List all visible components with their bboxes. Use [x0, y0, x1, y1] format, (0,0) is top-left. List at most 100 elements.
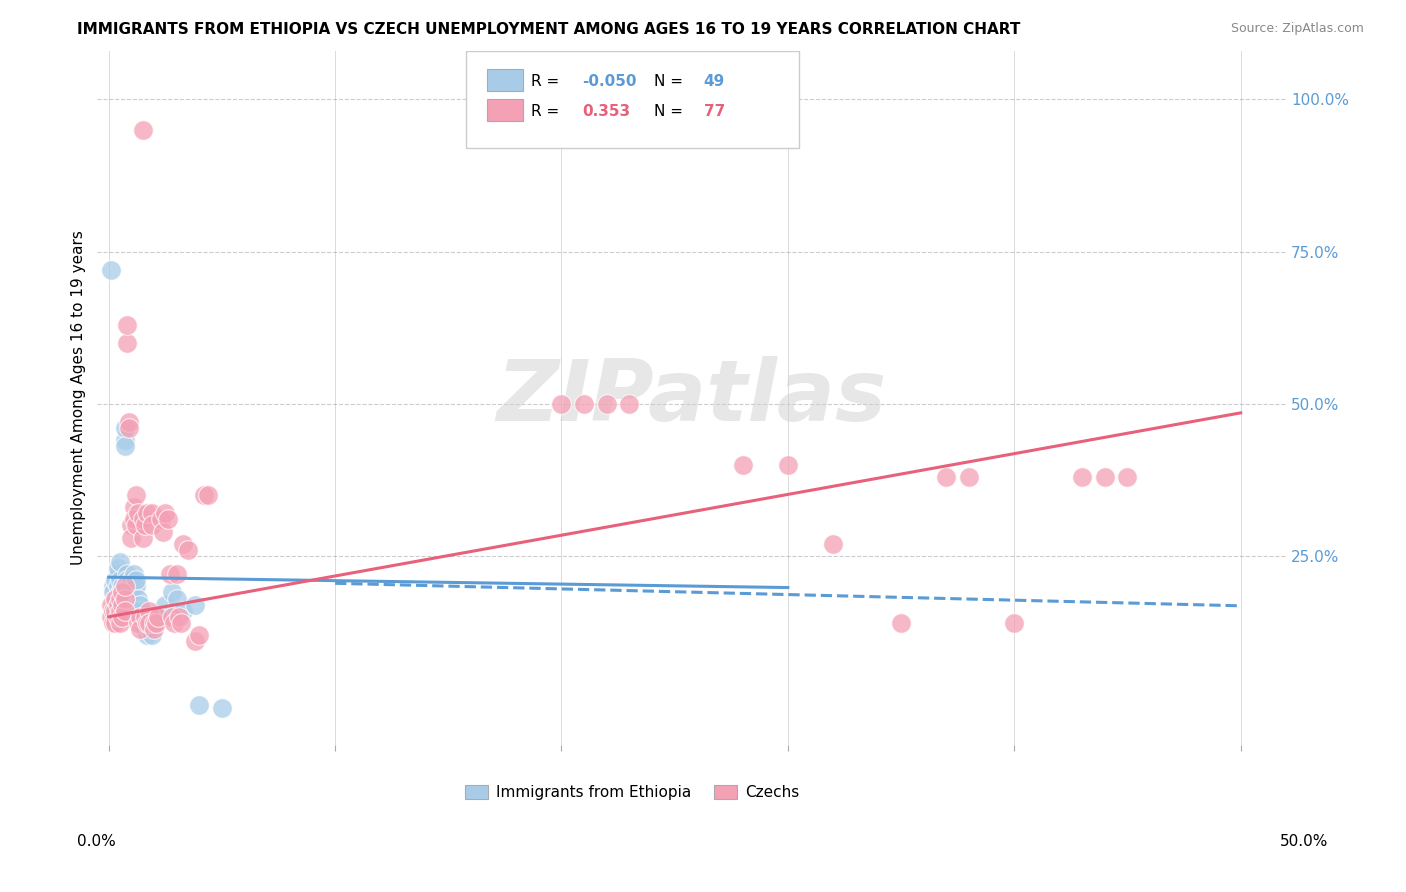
Point [129, 609, 152, 624]
Point [193, 488, 215, 502]
Point [111, 591, 134, 606]
Point [107, 604, 129, 618]
Point [103, 615, 125, 630]
Point [572, 397, 595, 411]
Point [167, 609, 190, 624]
Point [104, 591, 127, 606]
Text: Source: ZipAtlas.com: Source: ZipAtlas.com [1230, 22, 1364, 36]
Point [155, 598, 177, 612]
Point [108, 609, 131, 624]
Point [134, 518, 156, 533]
Point [131, 512, 153, 526]
Point [107, 609, 129, 624]
Point [111, 579, 134, 593]
Point [142, 615, 165, 630]
Point [122, 567, 145, 582]
Point [108, 615, 131, 630]
Point [142, 615, 165, 630]
Point [823, 537, 845, 551]
Point [114, 579, 136, 593]
Point [136, 506, 159, 520]
Point [1002, 615, 1025, 630]
Text: 50.0%: 50.0% [1281, 834, 1329, 849]
Point [619, 397, 641, 411]
Point [107, 567, 129, 582]
Point [131, 615, 153, 630]
Point [156, 512, 179, 526]
Legend: Immigrants from Ethiopia, Czechs: Immigrants from Ethiopia, Czechs [460, 779, 806, 806]
Point [136, 628, 159, 642]
Point [141, 506, 163, 520]
Point [129, 609, 152, 624]
Point [114, 421, 136, 435]
Point [138, 622, 160, 636]
Point [159, 567, 181, 582]
FancyBboxPatch shape [488, 99, 523, 121]
Point [114, 439, 136, 453]
Point [160, 585, 183, 599]
Point [152, 524, 174, 539]
Point [114, 591, 136, 606]
Point [596, 397, 619, 411]
Point [108, 585, 131, 599]
Text: 0.0%: 0.0% [77, 834, 117, 849]
Point [127, 604, 149, 618]
Point [957, 469, 980, 483]
Point [115, 591, 138, 606]
Point [155, 506, 177, 520]
Point [211, 701, 233, 715]
Point [131, 123, 153, 137]
Point [108, 555, 131, 569]
Point [104, 615, 127, 630]
Point [170, 615, 193, 630]
Point [172, 604, 194, 618]
Point [115, 574, 138, 588]
Text: R =: R = [531, 74, 564, 88]
Point [108, 604, 131, 618]
Point [125, 518, 148, 533]
Point [148, 609, 170, 624]
Point [108, 591, 131, 606]
Point [138, 615, 160, 630]
Point [104, 604, 127, 618]
Text: -0.050: -0.050 [582, 74, 637, 88]
Point [104, 574, 127, 588]
Point [138, 604, 160, 618]
Point [127, 615, 149, 630]
FancyBboxPatch shape [465, 51, 799, 148]
Point [104, 598, 127, 612]
Point [107, 579, 129, 593]
Point [122, 512, 145, 526]
Point [127, 591, 149, 606]
Point [141, 628, 163, 642]
Point [188, 628, 211, 642]
Point [172, 537, 194, 551]
Point [183, 634, 205, 648]
Point [160, 609, 183, 624]
Point [890, 615, 912, 630]
Point [115, 318, 138, 332]
Point [177, 542, 200, 557]
Point [136, 615, 159, 630]
Point [141, 518, 163, 533]
Point [118, 421, 141, 435]
Point [103, 579, 125, 593]
Point [100, 262, 122, 277]
Point [183, 598, 205, 612]
Point [134, 622, 156, 636]
Point [142, 622, 165, 636]
Point [129, 622, 152, 636]
Point [115, 567, 138, 582]
Point [149, 512, 172, 526]
Point [107, 561, 129, 575]
Text: ZIPatlas: ZIPatlas [496, 356, 887, 439]
Point [731, 458, 754, 472]
Point [1094, 469, 1116, 483]
Point [148, 609, 170, 624]
Text: R =: R = [531, 104, 564, 120]
Point [104, 591, 127, 606]
Point [120, 574, 142, 588]
Text: N =: N = [654, 74, 688, 88]
Point [114, 604, 136, 618]
Point [103, 604, 125, 618]
